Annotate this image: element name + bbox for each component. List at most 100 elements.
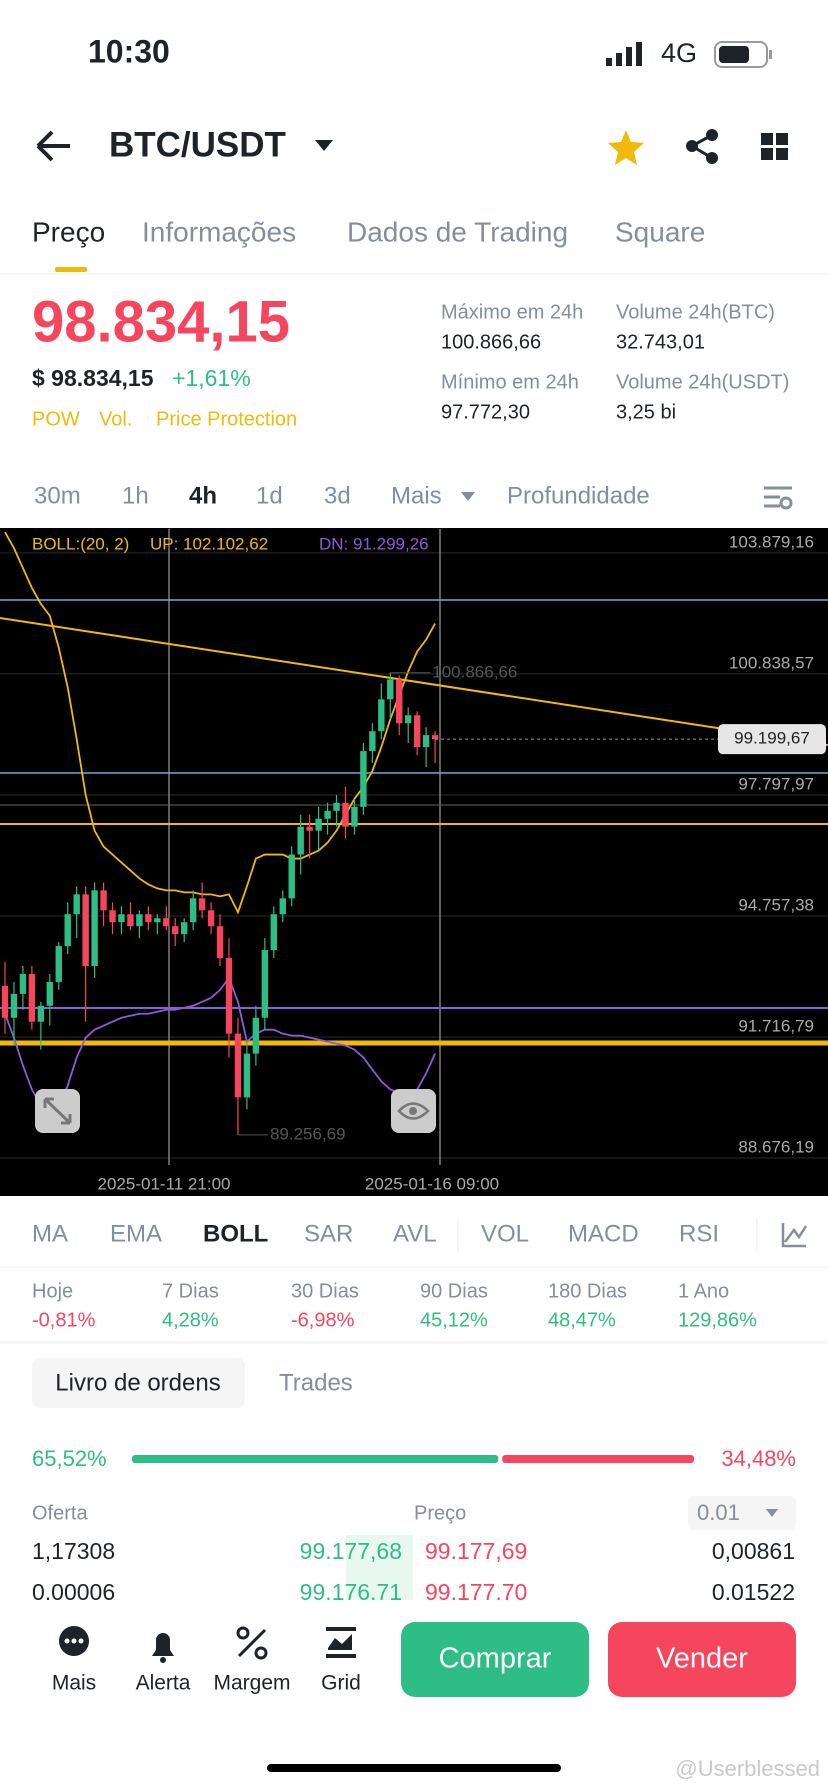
candle-body [163, 918, 170, 927]
back-button[interactable] [36, 130, 70, 162]
candle-body [28, 973, 36, 1022]
home-indicator [267, 1764, 561, 1772]
interval[interactable]: 1h [122, 482, 149, 509]
perf-label: 1 Ano [678, 1280, 729, 1302]
candle-body [73, 894, 80, 915]
candle-body [279, 898, 286, 915]
candle-body [252, 1017, 260, 1054]
bid-bar [132, 1455, 499, 1463]
nav-label[interactable]: Alerta [136, 1672, 191, 1695]
indicator[interactable]: VOL [481, 1220, 529, 1247]
book-tab[interactable]: Livro de ordens [55, 1369, 220, 1396]
tag[interactable]: POW [32, 408, 80, 430]
battery-icon [714, 41, 772, 68]
tab[interactable]: Dados de Trading [347, 216, 568, 247]
interval[interactable]: 1d [256, 482, 283, 509]
pair-caret[interactable] [315, 140, 333, 151]
candle-body [145, 914, 152, 923]
tab-pill[interactable] [32, 1358, 245, 1408]
ask-price: 99.177,69 [425, 1538, 527, 1564]
buy-button[interactable] [401, 1622, 589, 1697]
nav-label[interactable]: Mais [52, 1672, 96, 1695]
candle-body [198, 898, 206, 911]
price-change: +1,61% [172, 365, 251, 391]
interval[interactable]: 3d [324, 482, 351, 509]
nav-label[interactable]: Margem [213, 1672, 290, 1695]
current-price-label: 99.199,67 [734, 729, 810, 748]
candle-body [378, 699, 385, 732]
candle-body [306, 826, 313, 831]
indicator[interactable]: MACD [568, 1220, 639, 1247]
col-header: Preço [414, 1502, 466, 1524]
indicator[interactable]: RSI [679, 1220, 719, 1247]
ask-pct: 34,48% [721, 1446, 796, 1471]
indicator[interactable]: AVL [393, 1220, 437, 1247]
candle-body [172, 926, 179, 935]
candle-body [288, 854, 295, 899]
status-time: 10:30 [88, 33, 170, 69]
interval[interactable]: 4h [189, 482, 217, 509]
indicator-settings[interactable] [781, 1223, 808, 1248]
candle-body [154, 918, 161, 923]
candle-body [216, 926, 224, 959]
stat-label: Volume 24h(BTC) [616, 301, 775, 323]
more-caret[interactable] [461, 492, 475, 501]
candle-body [422, 735, 430, 748]
candle-body [387, 679, 394, 700]
boll-legend: DN: 91.299,26 [319, 534, 429, 553]
precision-caret[interactable] [766, 1509, 778, 1517]
pair-title[interactable]: BTC/USDT [109, 125, 286, 164]
y-tick-label: 100.838,57 [729, 653, 814, 672]
candle-body [360, 751, 367, 807]
perf-value: -0,81% [32, 1309, 96, 1331]
bid-qty: 1,17308 [32, 1538, 115, 1564]
candle-body [100, 890, 107, 911]
tab[interactable]: Square [615, 216, 705, 247]
y-tick-label: 97.797,97 [738, 774, 814, 793]
tab-indicator [55, 267, 87, 272]
grid-menu[interactable] [761, 133, 788, 160]
tag[interactable]: Price Protection [156, 408, 297, 430]
y-tick-label: 103.879,16 [729, 532, 814, 551]
last-price: 98.834,15 [32, 289, 290, 354]
sell-label[interactable]: Vender [656, 1643, 748, 1675]
book-tab[interactable]: Trades [279, 1369, 353, 1396]
candle-body [351, 806, 358, 827]
signal-icon [606, 42, 642, 66]
candle-body [243, 1053, 251, 1098]
chart-settings[interactable] [764, 486, 793, 510]
perf-value: 129,86% [678, 1309, 757, 1331]
indicator[interactable]: MA [32, 1220, 68, 1247]
candle-body [10, 993, 18, 1018]
indicator[interactable]: BOLL [203, 1220, 268, 1247]
nav-label[interactable]: Grid [321, 1672, 361, 1695]
candle-body [37, 1005, 45, 1022]
stat-value: 32.743,01 [616, 331, 705, 353]
perf-value: -6,98% [291, 1309, 355, 1331]
perf-label: 90 Dias [420, 1280, 488, 1302]
tab[interactable]: Informações [142, 216, 296, 247]
tag[interactable]: Vol. [99, 408, 132, 430]
candle-body [261, 950, 269, 1018]
candle-body [19, 973, 27, 994]
eye-pupil [409, 1107, 417, 1115]
buy-label[interactable]: Comprar [439, 1643, 552, 1675]
candle-body [181, 922, 188, 935]
precision[interactable]: 0.01 [697, 1500, 740, 1525]
precision-select[interactable] [688, 1496, 796, 1530]
candle-body [64, 914, 71, 947]
candle-body [91, 890, 98, 967]
perf-value: 4,28% [162, 1309, 219, 1331]
tab[interactable]: Preço [32, 216, 105, 247]
candle-body [189, 898, 197, 923]
interval[interactable]: 30m [34, 482, 81, 509]
candle-body [342, 802, 349, 827]
share-button[interactable] [686, 129, 718, 164]
candle-body [396, 679, 403, 724]
interval[interactable]: Profundidade [507, 482, 650, 509]
interval[interactable]: Mais [391, 482, 442, 509]
favorite-star[interactable] [608, 130, 644, 165]
sell-button[interactable] [608, 1622, 796, 1697]
indicator[interactable]: EMA [110, 1220, 162, 1247]
indicator[interactable]: SAR [304, 1220, 353, 1247]
